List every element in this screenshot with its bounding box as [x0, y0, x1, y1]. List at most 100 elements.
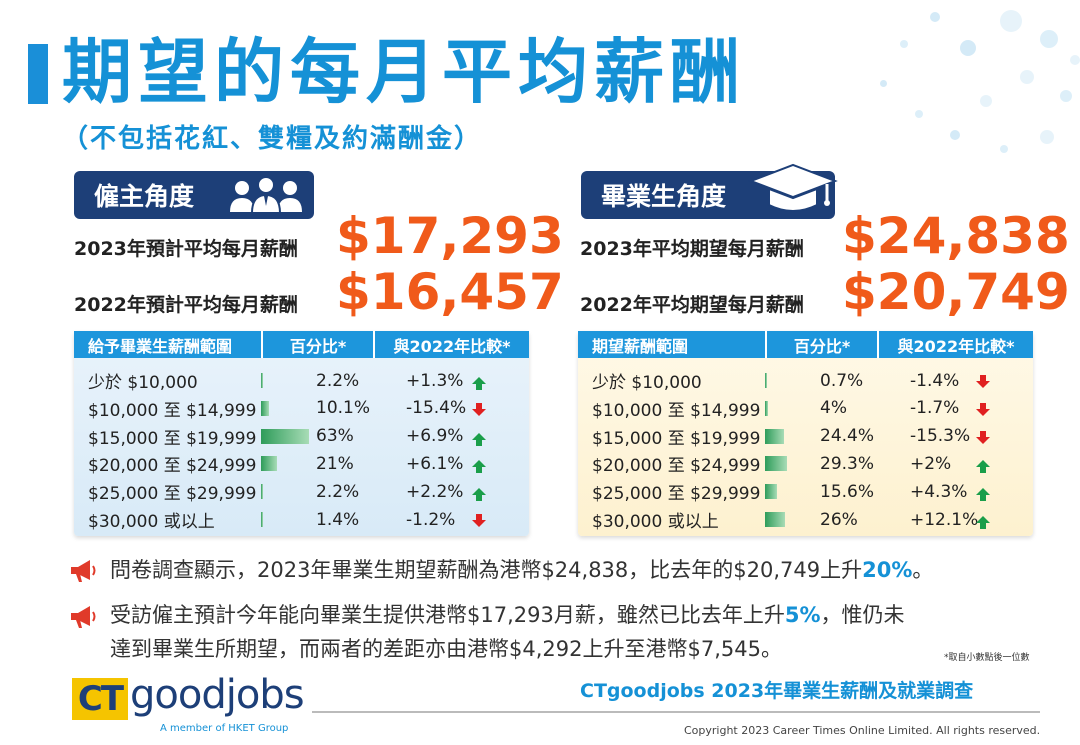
graduate-row-arrow [976, 450, 990, 477]
graduate-2022-value: $20,749 [842, 263, 1070, 321]
employer-table-row: $10,000 至 $14,999 10.1% -15.4% [74, 395, 529, 422]
graduate-row-change: -1.7% [910, 398, 960, 419]
arrow-up-icon [472, 488, 486, 502]
employer-row-arrow [472, 423, 486, 450]
graduate-row-percent: 15.6% [820, 481, 875, 502]
note-1: 問卷調查顯示，2023年畢業生期望薪酬為港幣$24,838，比去年的$20,74… [110, 553, 933, 587]
arrow-up-icon [976, 460, 990, 474]
page-title: 期望的每月平均薪酬 [62, 31, 746, 113]
graduate-row-arrow [976, 367, 990, 394]
employer-row-change: +6.1% [406, 453, 464, 474]
arrow-down-icon [472, 514, 486, 527]
employer-row-range: $25,000 至 $29,999 [88, 484, 257, 505]
graduate-table-header: 期望薪酬範圍 百分比* 與2022年比較* [578, 331, 1033, 358]
employer-row-arrow [472, 506, 486, 533]
graduate-table-row: $30,000 或以上 26% +12.1% [578, 506, 1033, 533]
goodjobs-logo: goodjobs [130, 672, 305, 718]
note-2-text: 受訪僱主預計今年能向畢業生提供港幣$17,293月薪，雖然已比去年上升 [110, 603, 785, 627]
graduate-row-change: +2% [910, 453, 952, 474]
employer-row-bar [261, 373, 263, 388]
arrow-down-icon [976, 375, 990, 388]
employer-2022-value: $16,457 [336, 263, 564, 321]
graduate-row-change: -1.4% [910, 370, 960, 391]
graduate-row-bar [765, 484, 777, 500]
logo-member-text: A member of HKET Group [160, 723, 289, 734]
ct-logo: CT [72, 678, 128, 720]
employer-row-percent: 63% [316, 426, 354, 447]
graduate-row-range: $20,000 至 $24,999 [592, 456, 761, 477]
arrow-down-icon [976, 430, 990, 444]
graduate-row-percent: 0.7% [820, 370, 864, 391]
employer-row-change: +2.2% [406, 481, 464, 502]
graduate-row-change: +4.3% [910, 481, 968, 502]
decorative-dot [915, 110, 923, 118]
arrow-up-icon [976, 488, 990, 502]
employer-col-range: 給予畢業生薪酬範圍 [74, 331, 261, 358]
employer-row-bar [261, 428, 309, 444]
decorative-dot [1000, 145, 1008, 153]
graduate-col-range: 期望薪酬範圍 [578, 331, 765, 358]
graduate-row-percent: 4% [820, 398, 847, 419]
graduate-row-bar [765, 428, 784, 444]
employer-table-row: $15,000 至 $19,999 63% +6.9% [74, 423, 529, 450]
survey-name: CTgoodjobs 2023年畢業生薪酬及就業調查 [580, 680, 974, 702]
note-2-line-2: 達到畢業生所期望，而兩者的差距亦由港幣$4,292上升至港幣$7,545。 [110, 637, 782, 661]
arrow-down-icon [472, 402, 486, 416]
decorative-dot [900, 40, 908, 48]
graduate-table-row: $25,000 至 $29,999 15.6% +4.3% [578, 478, 1033, 505]
title-accent-bar [28, 44, 48, 104]
graduate-table-row: $10,000 至 $14,999 4% -1.7% [578, 395, 1033, 422]
employer-table-row: $30,000 或以上 1.4% -1.2% [74, 506, 529, 533]
employer-row-percent: 21% [316, 453, 354, 474]
graduate-2022-label: 2022年平均期望每月薪酬 [580, 294, 804, 316]
graduate-row-range: $30,000 或以上 [592, 512, 719, 532]
graduate-row-range: 少於 $10,000 [592, 373, 702, 393]
decorative-dot [960, 40, 976, 56]
graduate-row-range: $15,000 至 $19,999 [592, 428, 761, 449]
decorative-dot [1000, 10, 1022, 32]
note-1-highlight: 20% [862, 558, 913, 582]
copyright: Copyright 2023 Career Times Online Limit… [684, 724, 1041, 737]
graduate-row-arrow [976, 423, 990, 450]
employer-section-tag: 僱主角度 [74, 171, 314, 219]
employer-row-bar [261, 400, 269, 416]
arrow-down-icon [976, 402, 990, 416]
employer-row-percent: 2.2% [316, 481, 360, 502]
graduate-table-row: 少於 $10,000 0.7% -1.4% [578, 367, 1033, 394]
megaphone-icon [71, 560, 96, 582]
decorative-dot [930, 12, 940, 22]
note-1-text: 問卷調查顯示，2023年畢業生期望薪酬為港幣$24,838，比去年的$20,74… [110, 558, 863, 582]
graduate-row-bar [765, 456, 788, 472]
employer-table-header: 給予畢業生薪酬範圍 百分比* 與2022年比較* [74, 331, 529, 358]
decorative-dot [880, 80, 887, 87]
graduate-row-bar [765, 400, 769, 416]
note-2-cont: ，惟仍未 [820, 603, 905, 627]
decorative-dot [1040, 130, 1054, 144]
graduate-row-arrow [976, 506, 990, 533]
decorative-dots [700, 0, 1080, 170]
graduate-row-range: $10,000 至 $14,999 [592, 400, 761, 421]
employer-2023-label: 2023年預計平均每月薪酬 [74, 238, 298, 260]
employer-tag-label: 僱主角度 [94, 182, 195, 211]
employer-row-percent: 2.2% [316, 370, 360, 391]
employer-row-arrow [472, 395, 486, 422]
employer-table-row: 少於 $10,000 2.2% +1.3% [74, 367, 529, 394]
employer-salary-table: 給予畢業生薪酬範圍 百分比* 與2022年比較* 少於 $10,000 2.2% +… [74, 331, 529, 536]
footnote: *取自小數點後一位數 [944, 653, 1030, 663]
graduate-tag-label: 畢業生角度 [601, 182, 727, 211]
footer-divider [312, 711, 1040, 713]
decorative-dot [1040, 30, 1058, 48]
graduate-row-range: $25,000 至 $29,999 [592, 484, 761, 505]
employer-row-change: +1.3% [406, 370, 464, 391]
megaphone-icon [71, 606, 96, 628]
employer-row-percent: 10.1% [316, 398, 371, 419]
employer-row-change: -15.4% [406, 398, 467, 419]
employer-row-range: $10,000 至 $14,999 [88, 400, 257, 421]
graduate-2023-label: 2023年平均期望每月薪酬 [580, 238, 804, 260]
note-2-highlight: 5% [784, 603, 821, 627]
graduate-table-row: $15,000 至 $19,999 24.4% -15.3% [578, 423, 1033, 450]
employer-row-range: $30,000 或以上 [88, 512, 215, 532]
decorative-dot [980, 95, 992, 107]
employer-col-pct: 百分比* [261, 331, 373, 358]
graduate-row-percent: 29.3% [820, 453, 875, 474]
